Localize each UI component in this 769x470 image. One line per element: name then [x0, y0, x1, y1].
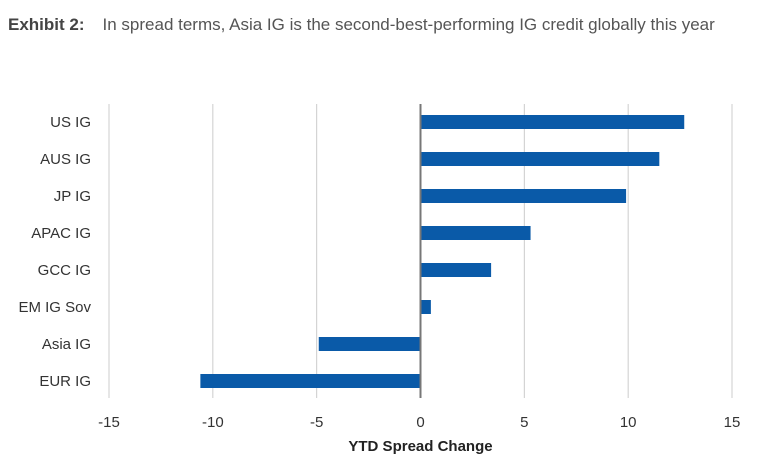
- bar-gcc-ig: [420, 263, 492, 277]
- bar-apac-ig: [420, 226, 531, 240]
- bar-eur-ig: [200, 374, 421, 388]
- category-labels: US IG AUS IG JP IG APAC IG GCC IG EM IG Sov As…: [18, 114, 91, 390]
- x-axis-title: YTD Spread Change: [348, 438, 492, 455]
- x-tick-label: -15: [98, 414, 120, 431]
- category-label: GCC IG: [38, 262, 91, 279]
- category-label: APAC IG: [31, 225, 91, 242]
- x-tick-label: 0: [416, 414, 424, 431]
- category-label: AUS IG: [40, 151, 91, 168]
- exhibit-label: Exhibit 2:: [8, 15, 85, 34]
- bars: [200, 115, 685, 388]
- x-tick-label: 15: [724, 414, 741, 431]
- category-label: JP IG: [54, 188, 91, 205]
- x-tick-labels: -15 -10 -5 0 5 10 15: [98, 414, 740, 431]
- category-label: EUR IG: [39, 373, 91, 390]
- x-tick-label: -10: [202, 414, 224, 431]
- bar-em-ig-sov: [420, 300, 431, 314]
- x-tick-label: 10: [620, 414, 637, 431]
- exhibit-title: In spread terms, Asia IG is the second-b…: [102, 15, 715, 34]
- x-tick-label: -5: [310, 414, 323, 431]
- bar-us-ig: [420, 115, 685, 129]
- bar-jp-ig: [420, 189, 627, 203]
- category-label: US IG: [50, 114, 91, 131]
- bar-asia-ig: [318, 337, 421, 351]
- x-tick-label: 5: [520, 414, 528, 431]
- exhibit-header: Exhibit 2: In spread terms, Asia IG is th…: [8, 10, 766, 39]
- category-label: EM IG Sov: [18, 299, 91, 316]
- category-label: Asia IG: [42, 336, 91, 353]
- bar-aus-ig: [420, 152, 660, 166]
